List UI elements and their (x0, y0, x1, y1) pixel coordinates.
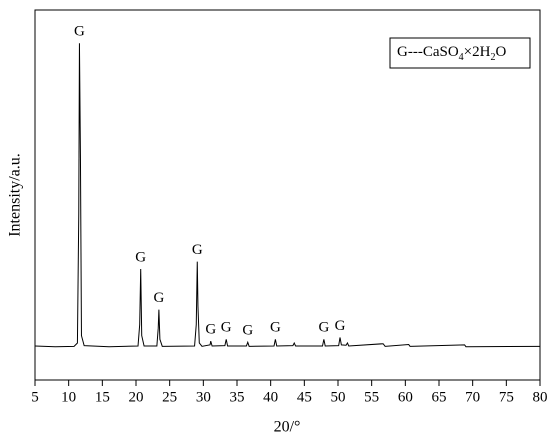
legend-text: G---CaSO4×2H2O (397, 44, 506, 63)
x-tick-label: 50 (331, 389, 346, 405)
peak-label: G (135, 249, 146, 265)
y-axis-label: Intensity/a.u. (7, 153, 24, 237)
plot-frame (34, 9, 541, 381)
x-tick-label: 70 (465, 389, 480, 405)
peak-label: G (205, 322, 216, 338)
x-tick-label: 25 (162, 389, 177, 405)
x-tick-label: 45 (297, 389, 312, 405)
x-tick-label: 80 (533, 389, 548, 405)
x-tick-label: 55 (364, 389, 379, 405)
legend-part: 2 (490, 52, 495, 63)
x-tick-label: 10 (61, 389, 76, 405)
x-tick-label: 35 (230, 389, 245, 405)
x-tick-label: 20 (129, 389, 144, 405)
x-tick-label: 5 (31, 389, 39, 405)
legend-part: 4 (459, 52, 464, 63)
x-tick-label: 75 (499, 389, 514, 405)
peak-label: G (242, 323, 253, 339)
peak-label: G (221, 320, 232, 336)
spectrum-line (34, 43, 541, 348)
legend-part: G---CaSO (397, 44, 459, 60)
legend: G---CaSO4×2H2O (389, 37, 531, 69)
peak-label: G (74, 24, 85, 40)
x-axis-label: 20/° (274, 419, 301, 436)
x-tick-label: 40 (263, 389, 278, 405)
peak-label: G (270, 320, 281, 336)
x-tick-label: 60 (398, 389, 413, 405)
legend-part: ×2H (464, 44, 491, 60)
legend-box (389, 37, 531, 69)
x-tick-label: 30 (196, 389, 211, 405)
peak-label: G (318, 320, 329, 336)
peak-label: G (153, 290, 164, 306)
x-tick-label: 15 (95, 389, 110, 405)
x-tick-label: 65 (432, 389, 447, 405)
legend-part: O (495, 44, 506, 60)
peak-label: G (335, 318, 346, 334)
peak-label: G (192, 242, 203, 258)
